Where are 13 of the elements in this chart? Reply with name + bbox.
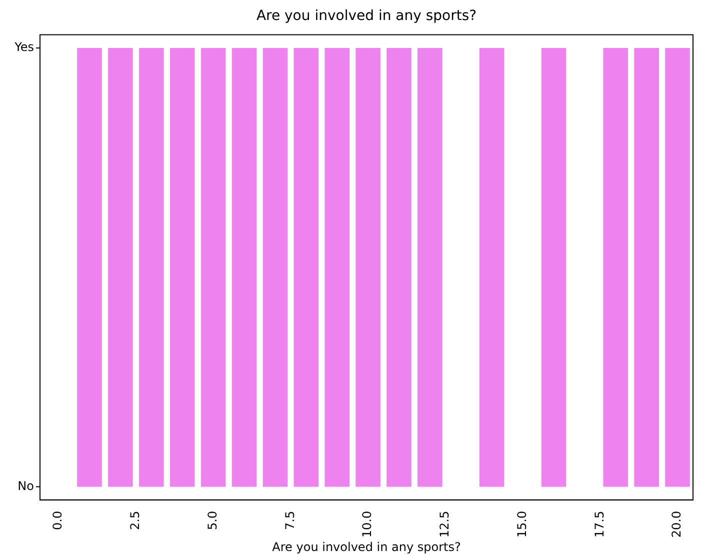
- x-tick-label: 2.5: [128, 510, 142, 530]
- x-tick-label: 5.0: [205, 510, 220, 530]
- x-tick-label: 10.0: [360, 510, 374, 538]
- x-tick-label: 0.0: [50, 510, 65, 530]
- text: Yes: [14, 40, 34, 54]
- x-tick-label: 20.0: [670, 510, 684, 538]
- x-tick-label: 15.0: [514, 510, 529, 538]
- x-tick-label: 12.5: [438, 510, 452, 538]
- x-tick-label: 17.5: [592, 510, 606, 538]
- x-axis-title: Are you involved in any sports?: [272, 540, 461, 554]
- chart-title: Are you involved in any sports?: [256, 8, 477, 24]
- x-tick-label: 7.5: [282, 510, 297, 530]
- text: No: [18, 478, 34, 493]
